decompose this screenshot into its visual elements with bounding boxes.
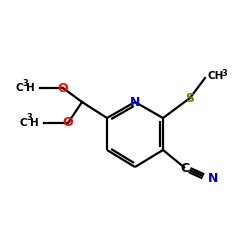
Text: CH: CH bbox=[208, 71, 224, 81]
Text: 3: 3 bbox=[221, 68, 227, 78]
Text: S: S bbox=[186, 92, 194, 104]
Text: 3: 3 bbox=[26, 114, 32, 122]
Text: N: N bbox=[208, 172, 218, 186]
Text: C: C bbox=[180, 162, 190, 174]
Text: N: N bbox=[130, 96, 140, 108]
Text: H: H bbox=[30, 118, 39, 128]
Text: C: C bbox=[20, 118, 27, 128]
Text: O: O bbox=[58, 82, 68, 94]
Text: H: H bbox=[26, 83, 35, 93]
Text: O: O bbox=[63, 116, 73, 130]
Text: C: C bbox=[16, 83, 23, 93]
Text: 3: 3 bbox=[22, 78, 28, 88]
